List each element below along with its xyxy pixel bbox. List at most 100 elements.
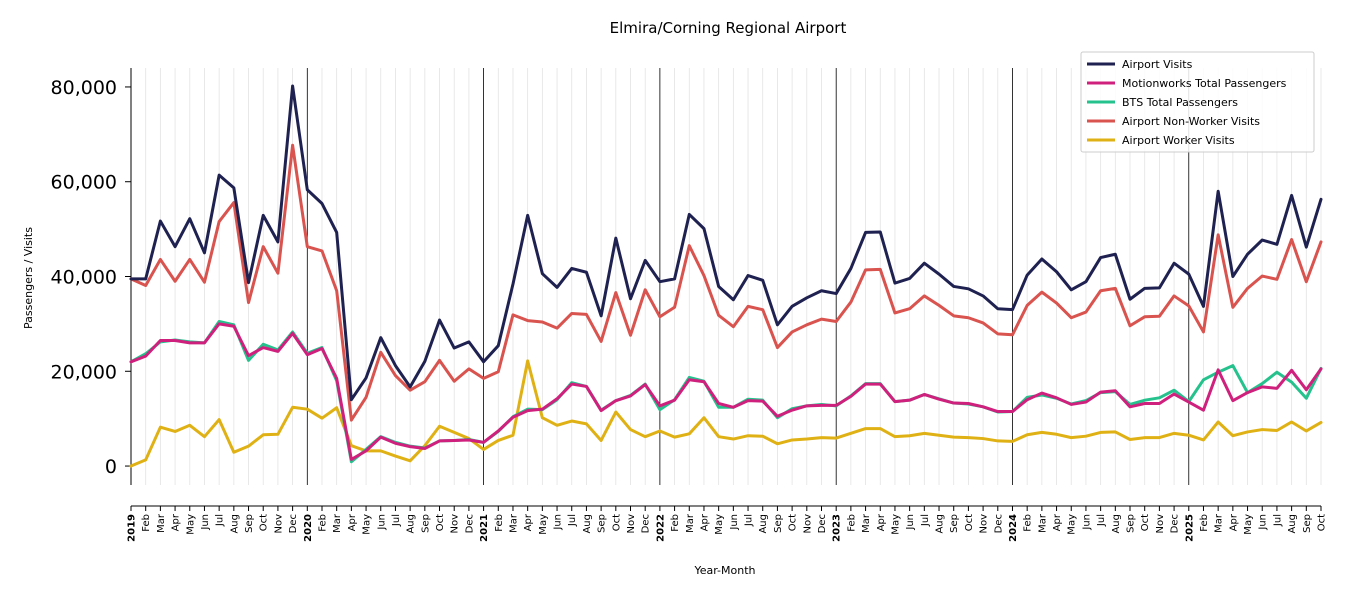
x-tick-label: May [714, 514, 725, 535]
x-tick-label: Jul [391, 514, 402, 527]
legend-label: BTS Total Passengers [1122, 96, 1238, 109]
legend-label: Airport Non-Worker Visits [1122, 115, 1260, 128]
x-tick-label: Jun [905, 514, 916, 531]
x-tick-label: Nov [273, 514, 284, 534]
series-line-airport-non-worker-visits [129, 143, 1323, 422]
x-tick-label: 2019 [127, 514, 138, 542]
legend-label: Airport Visits [1122, 58, 1193, 71]
x-tick-label: Aug [1287, 514, 1298, 534]
legend-frame [1080, 51, 1315, 153]
x-tick-label: 2021 [479, 514, 490, 542]
x-tick-label: Jul [567, 514, 578, 527]
x-tick-label: Mar [1037, 513, 1048, 533]
y-tick-label: 40,000 [51, 267, 117, 289]
x-tick-label: 2024 [1008, 514, 1019, 542]
x-tick-label: Jun [200, 514, 211, 531]
x-tick-label: Jun [553, 514, 564, 531]
series-line-airport-visits [129, 84, 1323, 402]
x-tick-label: Dec [641, 514, 652, 533]
x-tick-label: Jul [215, 514, 226, 527]
x-tick-label: Apr [1052, 513, 1063, 531]
x-tick-label: May [1067, 514, 1078, 535]
y-tick-label: 80,000 [51, 77, 117, 99]
x-tick-label: May [890, 514, 901, 535]
x-tick-label: 2020 [303, 514, 314, 542]
x-tick-label: Oct [1317, 514, 1328, 531]
x-tick-label: Nov [1155, 514, 1166, 534]
x-tick-label: 2022 [655, 514, 666, 542]
x-tick-label: May [538, 514, 549, 535]
y-tick-label: 20,000 [51, 361, 117, 383]
x-tick-label: Nov [979, 514, 990, 534]
x-tick-label: Dec [464, 514, 475, 533]
x-tick-label: Aug [758, 514, 769, 534]
x-tick-label: 2025 [1184, 514, 1195, 542]
series-line-bts-total-passengers [129, 320, 1323, 464]
x-tick-label: Jun [376, 514, 387, 531]
x-tick-label: Jul [744, 514, 755, 527]
x-tick-label: Apr [171, 513, 182, 531]
legend: Airport Visits Motionworks Total Passenge… [1080, 51, 1315, 153]
x-tick-label: Dec [993, 514, 1004, 533]
x-tick-label: Sep [597, 514, 608, 533]
y-tick-label: 60,000 [51, 172, 117, 194]
x-tick-label: Mar [685, 513, 696, 533]
x-tick-label: Aug [229, 514, 240, 534]
x-tick-label: Sep [1302, 514, 1313, 533]
legend-label: Airport Worker Visits [1122, 134, 1235, 147]
x-tick-label: Mar [156, 513, 167, 533]
x-tick-label: Jul [1096, 514, 1107, 527]
x-tick-label: Sep [773, 514, 784, 533]
x-tick-label: Aug [582, 514, 593, 534]
x-tick-label: Sep [244, 514, 255, 533]
x-tick-label: Jun [1258, 514, 1269, 531]
x-tick-label: Apr [523, 513, 534, 531]
x-tick-label: Jun [729, 514, 740, 531]
x-tick-label: Apr [876, 513, 887, 531]
x-tick-label: Nov [802, 514, 813, 534]
x-tick-label: Mar [508, 513, 519, 533]
x-tick-label: Mar [332, 513, 343, 533]
x-tick-label: Feb [670, 514, 681, 532]
x-tick-label: Oct [964, 514, 975, 531]
x-tick-label: Feb [1199, 514, 1210, 532]
x-tick-label: Dec [817, 514, 828, 533]
x-tick-label: Oct [788, 514, 799, 531]
x-tick-label: Apr [1228, 513, 1239, 531]
x-tick-label: Aug [1111, 514, 1122, 534]
x-tick-label: Sep [420, 514, 431, 533]
x-tick-label: Oct [435, 514, 446, 531]
x-tick-label: Apr [347, 513, 358, 531]
x-tick-label: Nov [450, 514, 461, 534]
grid-lines [130, 68, 1322, 485]
x-tick-label: Oct [611, 514, 622, 531]
x-tick-label: Mar [861, 513, 872, 533]
x-tick-label: Jul [1272, 514, 1283, 527]
x-tick-label: Sep [1126, 514, 1137, 533]
y-tick-label: 0 [105, 456, 117, 478]
x-axis: 2019 Feb Mar Apr May Jun Jul Aug Sep Oct Nov Dec 202… [127, 505, 1328, 542]
x-tick-label: Aug [406, 514, 417, 534]
x-tick-label: Oct [1140, 514, 1151, 531]
x-axis-label: Year-Month [693, 564, 755, 577]
x-tick-label: Feb [1023, 514, 1034, 532]
x-tick-label: Feb [141, 514, 152, 532]
x-tick-label: Nov [626, 514, 637, 534]
x-tick-label: Feb [494, 514, 505, 532]
legend-label: Motionworks Total Passengers [1122, 77, 1287, 90]
x-tick-label: Jun [1081, 514, 1092, 531]
x-tick-label: Aug [935, 514, 946, 534]
x-tick-label: Sep [949, 514, 960, 533]
y-axis-label: Passengers / Visits [22, 227, 35, 329]
series-line-airport-worker-visits [129, 359, 1323, 468]
x-tick-label: Mar [1214, 513, 1225, 533]
x-tick-label: Jul [920, 514, 931, 527]
x-tick-label: Dec [288, 514, 299, 533]
chart-title: Elmira/Corning Regional Airport [610, 19, 847, 37]
x-tick-label: Feb [846, 514, 857, 532]
x-tick-label: Feb [317, 514, 328, 532]
series-lines [129, 84, 1323, 468]
x-tick-label: Oct [259, 514, 270, 531]
x-tick-label: 2023 [832, 514, 843, 542]
